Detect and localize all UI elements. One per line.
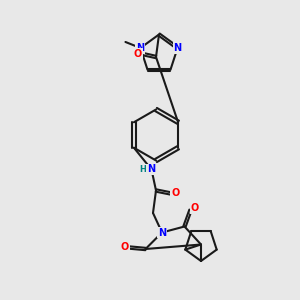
Text: N: N <box>147 164 156 175</box>
Text: H: H <box>139 165 146 174</box>
Text: N: N <box>158 227 166 238</box>
Text: O: O <box>134 49 142 59</box>
Text: O: O <box>120 242 129 253</box>
Text: O: O <box>191 203 199 214</box>
Text: O: O <box>171 188 180 199</box>
Text: N: N <box>136 43 145 53</box>
Text: N: N <box>173 43 181 53</box>
